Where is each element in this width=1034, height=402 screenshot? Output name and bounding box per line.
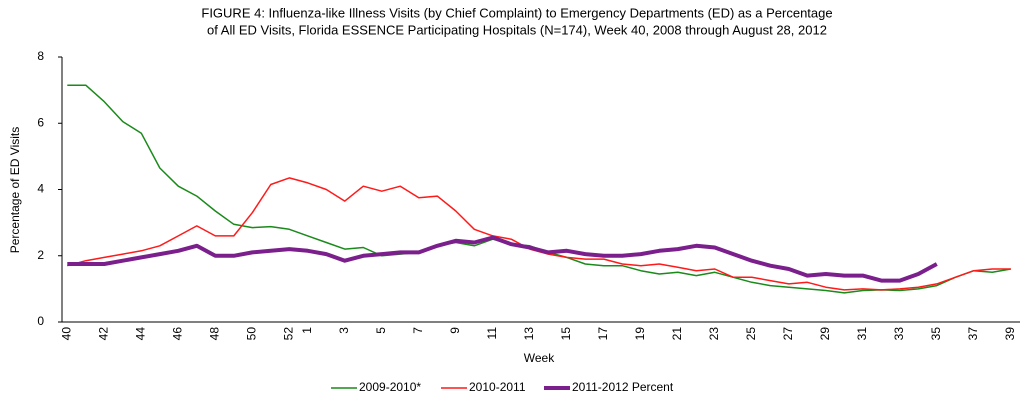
x-tick-label: 48 xyxy=(207,327,221,341)
y-tick-label: 4 xyxy=(37,182,44,196)
x-tick-label: 17 xyxy=(596,327,610,341)
x-tick-label: 29 xyxy=(818,327,832,341)
x-tick-label: 33 xyxy=(892,327,906,341)
legend-label: 2009-2010* xyxy=(359,380,421,394)
y-axis-label: Percentage of ED Visits xyxy=(8,127,22,254)
x-tick-label: 52 xyxy=(281,327,295,341)
y-tick-label: 2 xyxy=(37,248,44,262)
x-tick-label: 11 xyxy=(485,327,499,340)
y-tick-label: 0 xyxy=(37,314,44,328)
x-tick-label: 40 xyxy=(59,327,73,341)
series-line xyxy=(67,177,1011,291)
x-axis-label: Week xyxy=(524,351,555,365)
y-tick-label: 6 xyxy=(37,115,44,129)
chart-title: FIGURE 4: Influenza-like Illness Visits … xyxy=(201,5,832,20)
x-tick-label: 15 xyxy=(559,327,573,341)
x-tick-label: 21 xyxy=(670,327,684,341)
series-line xyxy=(67,235,938,283)
x-tick-label: 19 xyxy=(633,327,647,341)
x-tick-label: 3 xyxy=(337,327,351,334)
x-tick-label: 31 xyxy=(855,327,869,341)
x-tick-label: 5 xyxy=(374,327,388,334)
x-tick-label: 9 xyxy=(448,327,462,334)
x-tick-label: 46 xyxy=(170,327,184,341)
x-tick-label: 1 xyxy=(300,327,314,334)
series-line xyxy=(67,84,1011,294)
x-tick-label: 39 xyxy=(1003,327,1017,341)
y-tick-label: 8 xyxy=(37,49,44,63)
x-tick-label: 44 xyxy=(133,327,147,341)
chart-title: of All ED Visits, Florida ESSENCE Partic… xyxy=(207,22,827,37)
legend-label: 2011-2012 Percent xyxy=(572,380,674,394)
x-tick-label: 42 xyxy=(96,327,110,341)
x-tick-label: 27 xyxy=(781,327,795,341)
x-tick-label: 7 xyxy=(411,327,425,334)
x-tick-label: 25 xyxy=(744,327,758,341)
x-tick-label: 13 xyxy=(522,327,536,341)
x-tick-label: 23 xyxy=(707,327,721,341)
legend-label: 2010-2011 xyxy=(469,380,526,394)
x-tick-label: 37 xyxy=(966,327,980,341)
x-tick-label: 50 xyxy=(244,327,258,341)
x-tick-label: 35 xyxy=(929,327,943,341)
